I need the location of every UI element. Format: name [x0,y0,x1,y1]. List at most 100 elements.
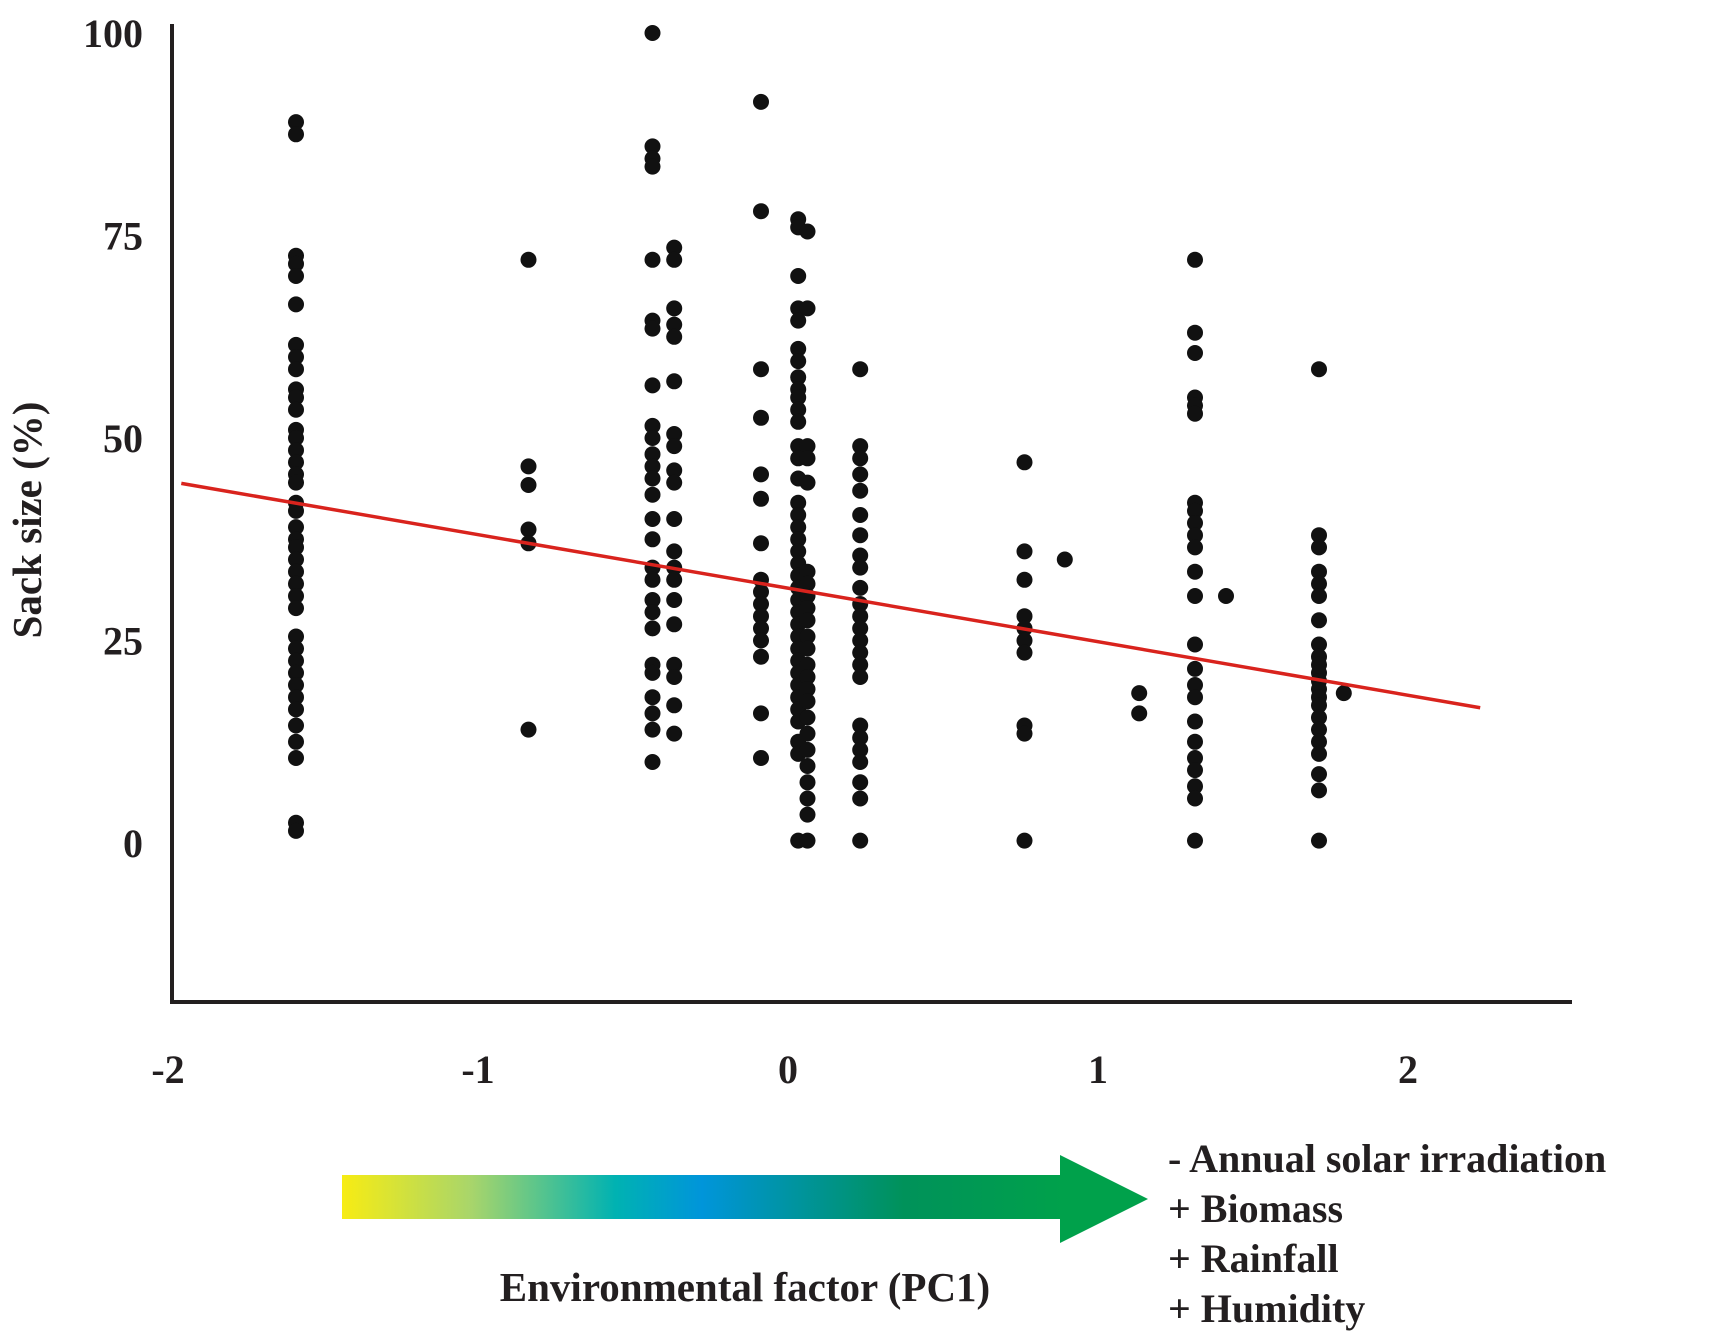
data-point [799,640,816,657]
data-point [1016,632,1033,649]
data-point [644,721,661,738]
data-point [799,790,816,807]
data-point [1056,551,1073,568]
x-tick-labels: -2 -1 0 1 2 [151,1047,1418,1092]
x-tick-label: 1 [1088,1047,1108,1092]
data-point [1016,454,1033,471]
data-point [288,349,304,365]
x-tick-label: -2 [151,1047,184,1092]
data-point [790,413,807,430]
data-point [1311,636,1327,653]
data-point [666,656,683,673]
data-point [753,583,769,600]
data-point [852,527,869,544]
data-point [852,466,869,483]
data-point [288,454,304,471]
data-point [799,563,816,580]
data-point [666,616,683,633]
data-point [852,482,869,499]
data-point [799,832,816,849]
data-point [1187,778,1203,795]
data-point [644,511,661,527]
data-point [1311,733,1327,750]
data-point [644,689,661,706]
factor-label: + Biomass [1168,1186,1343,1231]
data-point [1187,636,1203,653]
data-point [799,806,816,823]
y-axis-label: Sack size (%) [4,402,50,639]
data-point [520,521,537,538]
data-point [753,705,769,722]
data-point [288,822,304,839]
data-point [666,725,683,742]
data-point [288,268,304,284]
data-point [288,336,304,353]
data-point [790,531,807,548]
data-point [790,389,807,406]
data-point [852,361,869,378]
data-point [852,717,869,734]
data-point [644,158,661,175]
y-tick-label: 50 [103,416,143,461]
data-point [852,741,869,758]
data-point [1187,750,1203,766]
data-point [852,450,869,467]
data-point [288,701,304,718]
data-point [288,664,304,681]
data-point [852,774,869,791]
data-point [644,620,661,637]
data-point [790,401,807,418]
data-point [852,754,869,770]
data-point [852,832,869,849]
data-point [666,316,683,333]
data-point [644,486,661,503]
data-point [1187,563,1203,580]
data-point [644,531,661,548]
data-point [1311,782,1327,799]
data-point [520,251,537,268]
data-point [1311,575,1327,592]
data-point [852,632,869,649]
data-point [1187,539,1203,556]
data-point [852,644,869,661]
data-point [799,474,816,491]
data-point [666,511,683,527]
data-point [288,551,304,568]
data-point [799,709,816,726]
data-point [1016,543,1033,560]
data-point [288,114,304,131]
data-point [790,494,807,511]
data-point [852,559,869,576]
y-tick-label: 75 [103,214,143,259]
x-tick-label: 2 [1398,1047,1418,1092]
data-point [1311,563,1327,580]
y-tick-labels: 0 25 50 75 100 [83,11,143,866]
data-point [288,474,304,491]
data-point [799,600,816,617]
data-point [288,389,304,406]
data-point [753,750,769,766]
data-point [644,754,661,770]
data-point [666,571,683,588]
data-point [666,300,683,317]
x-axis-label: Environmental factor (PC1) [500,1264,990,1310]
gradient-arrow-shaft [342,1175,1062,1219]
data-point [288,442,304,459]
data-point [1311,721,1327,738]
data-point [852,507,869,523]
data-point [790,340,807,357]
factor-label: + Rainfall [1168,1236,1339,1281]
data-point [288,401,304,418]
data-point [288,733,304,750]
data-point [852,438,869,455]
gradient-arrow [342,1155,1148,1243]
data-point [799,725,816,742]
data-point [753,466,769,483]
data-point [288,717,304,734]
data-point [790,312,807,329]
data-point [1311,766,1327,783]
data-point [666,592,683,608]
data-point [1311,539,1327,556]
data-point [799,438,816,455]
